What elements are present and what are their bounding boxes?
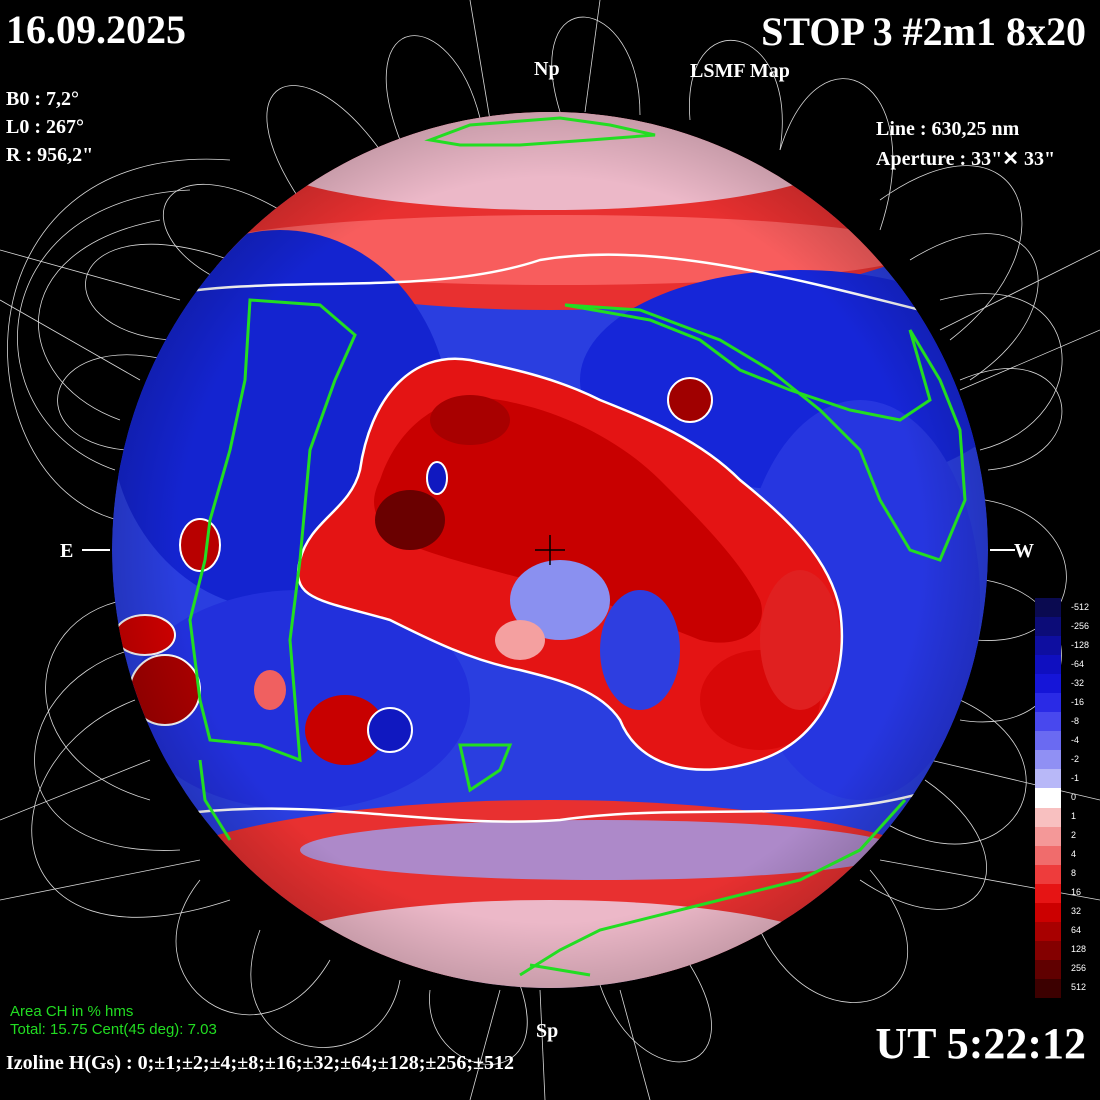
colorbar-label: 4 [1071, 849, 1077, 860]
colorbar-swatch [1035, 921, 1061, 942]
colorbar-label: 1 [1071, 811, 1077, 822]
colorbar-label: 512 [1071, 982, 1087, 993]
map-subtitle: LSMF Map [690, 60, 790, 82]
east-label: E [60, 540, 74, 562]
colorbar-label: 32 [1071, 906, 1082, 917]
colorbar-label: 256 [1071, 963, 1087, 974]
colorbar-label: 8 [1071, 868, 1077, 879]
colorbar-label: 64 [1071, 925, 1082, 936]
coronal-hole-area-title: Area CH in % hms [10, 1003, 134, 1020]
coronal-hole-area-values: Total: 15.75 Cent(45 deg): 7.03 [10, 1021, 217, 1038]
colorbar-label: -512 [1071, 601, 1090, 612]
colorbar-swatch [1035, 693, 1061, 713]
colorbar-label: -64 [1071, 658, 1085, 669]
colorbar-swatch [1035, 712, 1061, 732]
colorbar-label: 16 [1071, 887, 1082, 898]
north-pole-label: Np [534, 58, 560, 80]
l0-parameter: L0 : 267° [6, 116, 84, 138]
colorbar-swatch [1035, 617, 1061, 637]
west-label: W [1014, 540, 1034, 562]
b0-parameter: B0 : 7,2° [6, 88, 79, 110]
colorbar-label: 128 [1071, 944, 1087, 955]
colorbar-swatch [1035, 655, 1061, 675]
colorbar-swatch [1035, 598, 1061, 618]
colorbar-label: -128 [1071, 639, 1090, 650]
colorbar-label: -2 [1071, 753, 1080, 764]
colorbar-swatch [1035, 807, 1061, 828]
colorbar-label: -32 [1071, 677, 1085, 688]
colorbar-swatch [1035, 864, 1061, 885]
colorbar-swatch [1035, 940, 1061, 961]
colorbar-swatch [1035, 769, 1061, 789]
colorbar [1035, 598, 1061, 999]
colorbar-swatch [1035, 674, 1061, 694]
isoline-levels: Izoline H(Gs) : 0;±1;±2;±4;±8;±16;±32;±6… [6, 1052, 515, 1074]
colorbar-swatch [1035, 750, 1061, 770]
aperture-parameter: Aperture : 33"✕ 33" [876, 148, 1056, 170]
colorbar-swatch [1035, 826, 1061, 847]
universal-time: UT 5:22:12 [875, 1019, 1086, 1068]
observation-date: 16.09.2025 [6, 7, 186, 52]
colorbar-label: 2 [1071, 830, 1077, 841]
south-pole-label: Sp [536, 1020, 559, 1042]
disk-center-cross [535, 535, 565, 565]
colorbar-label: -4 [1071, 734, 1080, 745]
coronal-hole-contours [188, 116, 967, 977]
colorbar-label: 0 [1071, 792, 1077, 802]
colorbar-swatch [1035, 731, 1061, 751]
colorbar-swatch [1035, 788, 1061, 809]
colorbar-swatch [1035, 636, 1061, 656]
colorbar-swatch [1035, 902, 1061, 923]
colorbar-label: -16 [1071, 696, 1085, 707]
colorbar-swatch [1035, 978, 1061, 999]
colorbar-swatch [1035, 845, 1061, 866]
colorbar-label: -1 [1071, 772, 1080, 783]
map-title: STOP 3 #2m1 8x20 [761, 9, 1086, 54]
colorbar-swatch [1035, 883, 1061, 904]
colorbar-label: -256 [1071, 620, 1090, 631]
spectral-line-parameter: Line : 630,25 nm [876, 118, 1020, 140]
colorbar-label: -8 [1071, 715, 1080, 726]
colorbar-swatch [1035, 959, 1061, 980]
radius-parameter: R : 956,2" [6, 144, 94, 166]
